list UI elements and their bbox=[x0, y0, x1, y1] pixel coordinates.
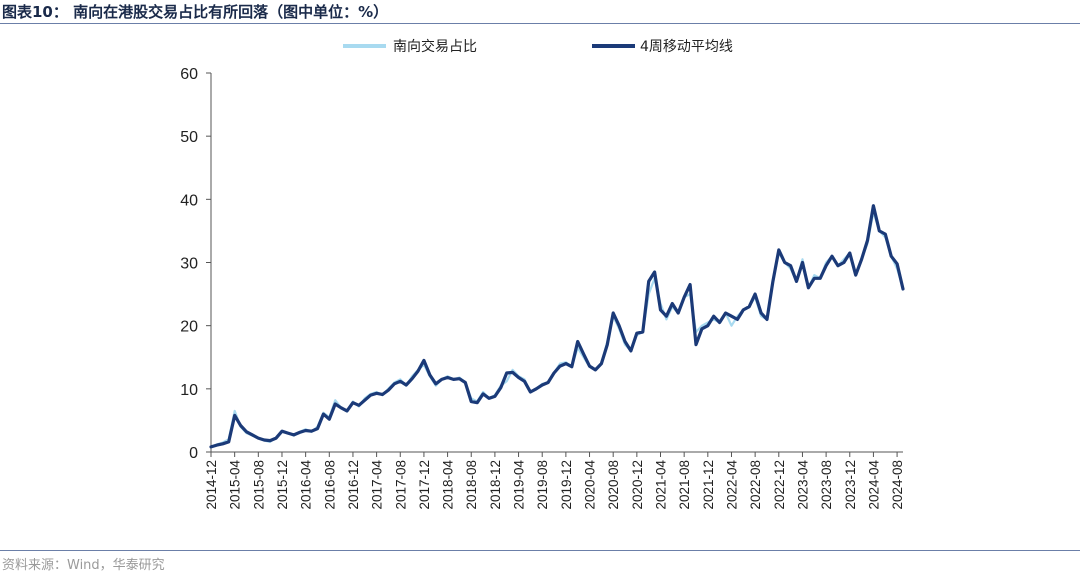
title-divider bbox=[0, 23, 1080, 24]
x-tick-label: 2015-04 bbox=[228, 460, 243, 510]
x-tick-label: 2024-04 bbox=[866, 460, 881, 510]
x-tick-label: 2022-12 bbox=[772, 460, 787, 510]
x-tick-label: 2017-12 bbox=[417, 460, 432, 510]
x-tick-label: 2022-04 bbox=[724, 460, 739, 510]
x-tick-label: 2018-04 bbox=[441, 460, 456, 510]
x-tick-label: 2021-12 bbox=[701, 460, 716, 510]
chart-title: 图表10： 南向在港股交易占比有所回落（图中单位：%） bbox=[2, 3, 389, 21]
x-tick-label: 2014-12 bbox=[204, 460, 219, 510]
y-tick-label: 30 bbox=[180, 256, 198, 273]
x-tick-label: 2023-12 bbox=[843, 460, 858, 510]
x-tick-label: 2021-08 bbox=[677, 460, 692, 510]
series-avg-line bbox=[209, 204, 905, 449]
series-layer bbox=[209, 204, 905, 449]
x-tick-label: 2018-12 bbox=[488, 460, 503, 510]
x-tick-label: 2019-04 bbox=[512, 460, 527, 510]
x-tick-label: 2016-08 bbox=[322, 460, 337, 510]
x-tick-label: 2018-08 bbox=[464, 460, 479, 510]
x-tick-label: 2023-08 bbox=[819, 460, 834, 510]
x-tick-label: 2017-08 bbox=[393, 460, 408, 510]
x-tick-label: 2021-04 bbox=[654, 460, 669, 510]
y-tick-label: 50 bbox=[180, 129, 198, 146]
y-tick-label: 60 bbox=[180, 66, 198, 83]
x-tick-label: 2016-12 bbox=[346, 460, 361, 510]
y-tick-label: 20 bbox=[180, 319, 198, 336]
x-tick-label: 2019-12 bbox=[559, 460, 574, 510]
x-tick-label: 2020-04 bbox=[583, 460, 598, 510]
title-bar: 图表10： 南向在港股交易占比有所回落（图中单位：%） bbox=[0, 0, 1080, 22]
x-tick-label: 2023-04 bbox=[795, 460, 810, 510]
y-tick-label: 10 bbox=[180, 382, 198, 399]
x-tick-label: 2022-08 bbox=[748, 460, 763, 510]
legend-label-raw: 南向交易占比 bbox=[393, 38, 477, 55]
x-tick-label: 2019-08 bbox=[535, 460, 550, 510]
series-raw-line bbox=[209, 210, 905, 448]
x-tick-label: 2020-08 bbox=[606, 460, 621, 510]
y-tick-label: 40 bbox=[180, 192, 198, 209]
y-axis: 0 10 20 30 40 50 60 bbox=[180, 66, 212, 462]
source-divider bbox=[0, 550, 1080, 551]
y-tick-label: 0 bbox=[189, 445, 198, 462]
legend-label-avg: 4周移动平均线 bbox=[640, 39, 733, 55]
x-tick-label: 2024-08 bbox=[890, 460, 905, 510]
legend: 南向交易占比 4周移动平均线 bbox=[343, 38, 733, 55]
x-axis: 2014-12 2015-04 2015-08 2015-12 2016-04 2016-… bbox=[204, 451, 905, 510]
x-tick-label: 2015-08 bbox=[251, 460, 266, 510]
x-tick-label: 2017-04 bbox=[370, 460, 385, 510]
x-tick-label: 2020-12 bbox=[630, 460, 645, 510]
x-tick-label: 2015-12 bbox=[275, 460, 290, 510]
x-tick-label: 2016-04 bbox=[299, 460, 314, 510]
source-note: 资料来源：Wind，华泰研究 bbox=[2, 558, 165, 573]
